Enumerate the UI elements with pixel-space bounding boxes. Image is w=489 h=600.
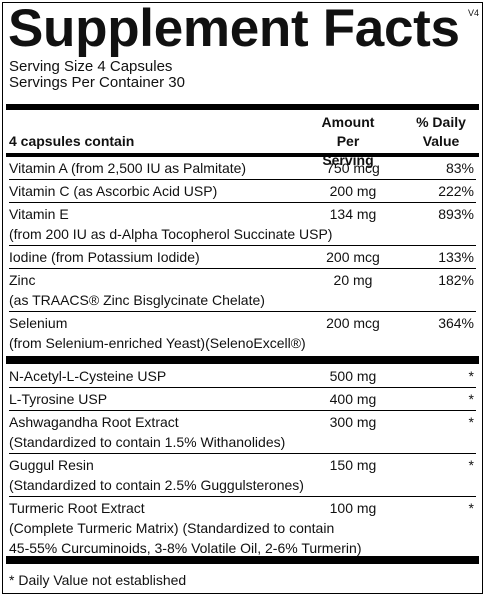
ingredient-name: (as TRAACS® Zinc Bisglycinate Chelate) bbox=[9, 292, 265, 308]
ingredient-name: Selenium bbox=[9, 315, 68, 331]
ingredient-row: L-Tyrosine USP 400 mg * bbox=[9, 387, 476, 410]
thick-rule bbox=[6, 556, 479, 564]
ingredient-name: Ashwagandha Root Extract bbox=[9, 414, 179, 430]
ingredient-row: Guggul Resin (Standardized to contain 2.5… bbox=[9, 453, 476, 496]
amount: 100 mg bbox=[329, 500, 377, 516]
ingredient-row: Turmeric Root Extract (Complete Turmeric … bbox=[9, 496, 476, 559]
amount: 750 mcg bbox=[326, 160, 380, 176]
amount: 200 mcg bbox=[326, 249, 380, 265]
daily-value: * bbox=[468, 457, 474, 473]
ingredient-row: Vitamin E (from 200 IU as d-Alpha Tocophe… bbox=[9, 202, 476, 245]
ingredient-row: Vitamin A (from 2,500 IU as Palmitate) 75… bbox=[9, 157, 476, 179]
ingredient-name: Guggul Resin bbox=[9, 457, 94, 473]
amount: 200 mcg bbox=[326, 315, 380, 331]
ingredient-name: L-Tyrosine USP bbox=[9, 391, 108, 407]
amount: 150 mg bbox=[329, 457, 377, 473]
daily-value: * bbox=[468, 391, 474, 407]
header-line: % Daily bbox=[416, 114, 466, 130]
daily-value: 893% bbox=[438, 206, 474, 222]
daily-value: 83% bbox=[445, 160, 474, 176]
daily-value: * bbox=[468, 368, 474, 384]
ingredient-name: Vitamin C (as Ascorbic Acid USP) bbox=[9, 183, 218, 199]
daily-value: 182% bbox=[438, 272, 474, 288]
amount: 200 mg bbox=[329, 183, 377, 199]
ingredient-row: N-Acetyl-L-Cysteine USP 500 mg * bbox=[9, 365, 476, 387]
amount: 500 mg bbox=[329, 368, 377, 384]
ingredient-row: Zinc (as TRAACS® Zinc Bisglycinate Chelat… bbox=[9, 268, 476, 311]
ingredient-row: Ashwagandha Root Extract (Standardized to… bbox=[9, 410, 476, 453]
ingredient-section: N-Acetyl-L-Cysteine USP 500 mg * L-Tyrosine… bbox=[9, 365, 476, 559]
supplement-facts-label: Supplement Facts V4 Serving Size 4 Capsu… bbox=[2, 0, 483, 594]
ingredient-row: Selenium (from Selenium-enriched Yeast)(S… bbox=[9, 311, 476, 354]
thick-rule bbox=[6, 104, 479, 110]
nutrient-section: Vitamin A (from 2,500 IU as Palmitate) 75… bbox=[9, 157, 476, 354]
medium-rule bbox=[6, 153, 479, 157]
daily-value: * bbox=[468, 414, 474, 430]
ingredient-name: (from Selenium-enriched Yeast)(SelenoExc… bbox=[9, 335, 306, 351]
amount: 400 mg bbox=[329, 391, 377, 407]
title: Supplement Facts bbox=[8, 0, 460, 58]
ingredient-name: Iodine (from Potassium Iodide) bbox=[9, 249, 200, 265]
header-label: 4 capsules contain bbox=[9, 133, 135, 149]
ingredient-row: Iodine (from Potassium Iodide) 200 mcg 133… bbox=[9, 245, 476, 268]
daily-value: * bbox=[468, 500, 474, 516]
header-line: Value bbox=[422, 133, 460, 149]
ingredient-name: (Complete Turmeric Matrix) (Standardized… bbox=[9, 520, 335, 536]
amount: 134 mg bbox=[329, 206, 377, 222]
daily-value: 222% bbox=[438, 183, 474, 199]
ingredient-name: 45-55% Curcuminoids, 3-8% Volatile Oil, … bbox=[9, 540, 362, 556]
column-header: 4 capsules contain Amount Per Serving % … bbox=[9, 113, 476, 168]
ingredient-name: Turmeric Root Extract bbox=[9, 500, 145, 516]
ingredient-name: N-Acetyl-L-Cysteine USP bbox=[9, 368, 167, 384]
ingredient-name: Zinc bbox=[9, 272, 36, 288]
thick-rule bbox=[6, 356, 479, 364]
header-line: Amount Per bbox=[321, 114, 375, 149]
amount: 300 mg bbox=[329, 414, 377, 430]
serving-info: Serving Size 4 Capsules Servings Per Con… bbox=[9, 59, 185, 91]
amount: 20 mg bbox=[333, 272, 373, 288]
ingredient-name: (Standardized to contain 1.5% Withanolid… bbox=[9, 434, 286, 450]
daily-value: 133% bbox=[438, 249, 474, 265]
footnote: * Daily Value not established bbox=[9, 572, 187, 588]
daily-value: 364% bbox=[438, 315, 474, 331]
serving-line: Servings Per Container 30 bbox=[9, 74, 185, 91]
ingredient-name: (Standardized to contain 2.5% Guggulster… bbox=[9, 477, 304, 493]
ingredient-row: Vitamin C (as Ascorbic Acid USP) 200 mg 22… bbox=[9, 179, 476, 202]
ingredient-name: Vitamin E bbox=[9, 206, 69, 222]
version: V4 bbox=[467, 8, 479, 18]
ingredient-name: (from 200 IU as d-Alpha Tocopherol Succi… bbox=[9, 226, 333, 242]
header-dv: % Daily Value bbox=[406, 113, 476, 151]
serving-line: Serving Size 4 Capsules bbox=[9, 58, 173, 75]
ingredient-name: Vitamin A (from 2,500 IU as Palmitate) bbox=[9, 160, 247, 176]
